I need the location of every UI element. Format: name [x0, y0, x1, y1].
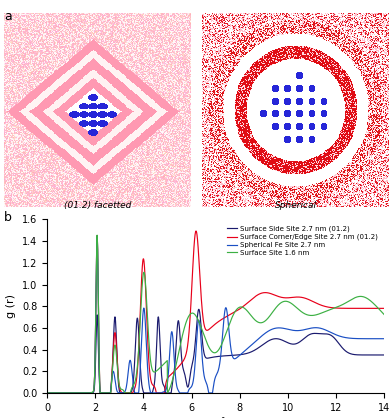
Surface Corner/Edge Site 2.7 nm (01.2)	[372, 306, 377, 311]
Surface Corner/Edge Site 2.7 nm (01.2)	[200, 307, 205, 312]
Surface Site 1.6 nm	[382, 312, 387, 317]
Surface Corner/Edge Site 2.7 nm (01.2)	[310, 299, 315, 304]
Surface Side Site 2.7 nm (01.2)	[209, 355, 214, 360]
Line: Spherical Fe Site 2.7 nm: Spherical Fe Site 2.7 nm	[47, 236, 384, 393]
Text: (01.2) facetted: (01.2) facetted	[64, 201, 132, 210]
Surface Site 1.6 nm	[95, 233, 100, 238]
Line: Surface Side Site 2.7 nm (01.2): Surface Side Site 2.7 nm (01.2)	[47, 309, 384, 393]
Surface Corner/Edge Site 2.7 nm (01.2)	[209, 325, 214, 330]
Surface Side Site 2.7 nm (01.2)	[372, 352, 377, 357]
Surface Corner/Edge Site 2.7 nm (01.2)	[194, 229, 198, 234]
Spherical Fe Site 2.7 nm	[45, 390, 49, 395]
Surface Site 1.6 nm	[372, 302, 377, 307]
Spherical Fe Site 2.7 nm	[310, 325, 315, 330]
Surface Site 1.6 nm	[372, 302, 377, 307]
Text: b: b	[4, 211, 12, 224]
Surface Corner/Edge Site 2.7 nm (01.2)	[382, 306, 387, 311]
Spherical Fe Site 2.7 nm	[382, 336, 387, 341]
Surface Corner/Edge Site 2.7 nm (01.2)	[62, 390, 67, 395]
Surface Side Site 2.7 nm (01.2)	[310, 331, 315, 336]
Legend: Surface Side Site 2.7 nm (01.2), Surface Corner/Edge Site 2.7 nm (01.2), Spheric: Surface Side Site 2.7 nm (01.2), Surface…	[224, 223, 381, 259]
Surface Side Site 2.7 nm (01.2)	[196, 307, 201, 312]
Spherical Fe Site 2.7 nm	[372, 336, 377, 341]
Surface Site 1.6 nm	[62, 390, 67, 395]
Text: Spherical: Spherical	[275, 201, 317, 210]
Surface Corner/Edge Site 2.7 nm (01.2)	[45, 390, 49, 395]
Spherical Fe Site 2.7 nm	[200, 355, 205, 360]
Surface Site 1.6 nm	[200, 328, 205, 333]
Surface Side Site 2.7 nm (01.2)	[382, 352, 387, 357]
Y-axis label: g (r): g (r)	[6, 294, 16, 318]
Surface Corner/Edge Site 2.7 nm (01.2)	[372, 306, 377, 311]
Surface Side Site 2.7 nm (01.2)	[200, 336, 205, 342]
Spherical Fe Site 2.7 nm	[95, 234, 100, 239]
Surface Site 1.6 nm	[45, 390, 49, 395]
Spherical Fe Site 2.7 nm	[372, 336, 377, 341]
Surface Side Site 2.7 nm (01.2)	[62, 390, 67, 395]
Spherical Fe Site 2.7 nm	[209, 390, 214, 395]
Surface Site 1.6 nm	[209, 348, 214, 353]
Spherical Fe Site 2.7 nm	[62, 390, 67, 395]
Line: Surface Corner/Edge Site 2.7 nm (01.2): Surface Corner/Edge Site 2.7 nm (01.2)	[47, 231, 384, 393]
Text: a: a	[4, 10, 12, 23]
Line: Surface Site 1.6 nm: Surface Site 1.6 nm	[47, 235, 384, 393]
Surface Side Site 2.7 nm (01.2)	[45, 390, 49, 395]
Surface Side Site 2.7 nm (01.2)	[372, 352, 377, 357]
Surface Site 1.6 nm	[310, 313, 315, 318]
